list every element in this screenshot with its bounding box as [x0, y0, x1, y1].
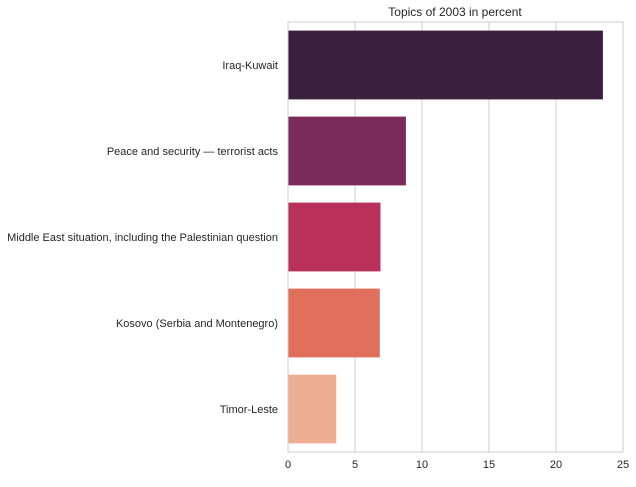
- category-label: Middle East situation, including the Pal…: [7, 232, 278, 244]
- category-label: Peace and security — terrorist acts: [107, 146, 279, 158]
- category-label: Kosovo (Serbia and Montenegro): [116, 318, 278, 330]
- bar: [288, 202, 381, 272]
- x-tick-labels: 0 5 10 15 20 25: [285, 459, 629, 471]
- category-labels: Iraq-Kuwait Peace and security — terroris…: [7, 60, 278, 416]
- x-tick-label: 0: [285, 459, 291, 471]
- x-tick-label: 5: [352, 459, 358, 471]
- bar: [288, 374, 337, 444]
- category-label: Iraq-Kuwait: [222, 60, 278, 72]
- bars: [288, 30, 603, 444]
- bar: [288, 30, 603, 100]
- bar: [288, 288, 380, 358]
- plot-frame: [287, 21, 624, 453]
- bar: [288, 116, 406, 186]
- x-tick-label: 25: [617, 459, 629, 471]
- x-tick-label: 10: [416, 459, 428, 471]
- plot-border: [287, 21, 624, 453]
- x-tick-label: 20: [550, 459, 562, 471]
- chart-title: Topics of 2003 in percent: [388, 5, 522, 19]
- x-tick-label: 15: [483, 459, 495, 471]
- category-label: Timor-Leste: [220, 404, 278, 416]
